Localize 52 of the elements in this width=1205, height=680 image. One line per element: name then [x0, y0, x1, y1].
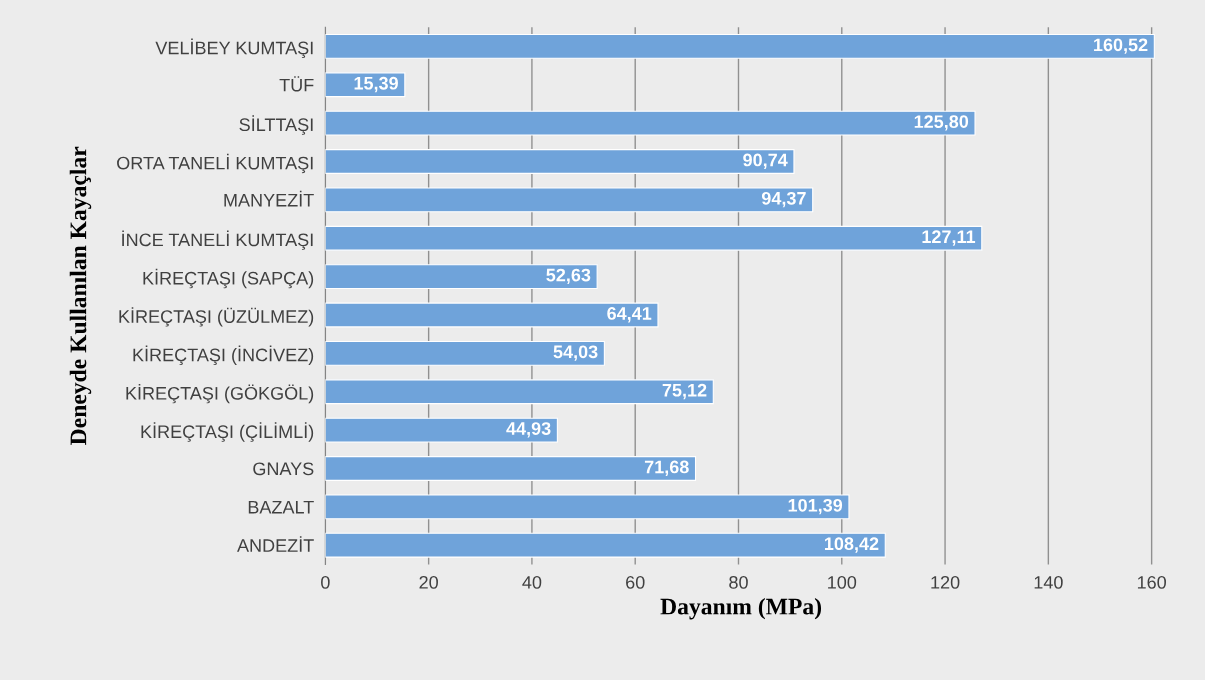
y-tick-label: KİREÇTAŞI (ÇİLİMLİ)	[141, 422, 314, 442]
x-tick-label: 20	[419, 575, 438, 589]
x-tick-label: 100	[828, 575, 857, 589]
x-tick-label: 0	[321, 575, 330, 589]
x-tick-label: 60	[626, 575, 645, 589]
bar	[325, 302, 659, 328]
data-label: 125,80	[914, 115, 969, 131]
y-tick-label: KİREÇTAŞI (SAPÇA)	[143, 268, 314, 289]
bar	[325, 456, 697, 481]
data-label: 54,03	[553, 345, 598, 361]
y-tick-label: GNAYS	[253, 462, 314, 476]
data-label: 71,68	[644, 460, 689, 476]
data-label: 127,11	[922, 230, 976, 246]
data-label: 94,37	[761, 191, 806, 208]
y-tick-label: KİREÇTAŞI (İNCİVEZ)	[133, 345, 314, 365]
data-label: 108,42	[824, 537, 879, 553]
bar	[325, 532, 886, 558]
x-tick-label: 40	[522, 575, 542, 589]
y-tick-label: MANYEZİT	[224, 190, 314, 207]
data-label: 44,93	[506, 422, 551, 438]
y-axis-title: Deneyde Kullanılan Kayaçlar	[69, 146, 92, 445]
bar	[325, 33, 1155, 59]
bar	[325, 149, 795, 174]
y-tick-label: VELİBEY KUMTAŞI	[155, 38, 313, 59]
data-label: 64,41	[607, 307, 652, 323]
data-label: 75,12	[662, 383, 707, 400]
x-tick-label: 120	[931, 575, 960, 589]
bar	[325, 110, 976, 136]
y-tick-label: ANDEZİT	[237, 536, 314, 552]
y-tick-label: SİLTTAŞI	[239, 115, 313, 135]
x-tick-label: 160	[1137, 575, 1166, 589]
y-tick-label: İNCE TANELİ KUMTAŞI	[122, 230, 313, 250]
x-axis-title: Dayanım (MPa)	[660, 597, 822, 620]
bar	[325, 225, 983, 251]
y-tick-label: KİREÇTAŞI (GÖKGÖL)	[126, 383, 314, 404]
data-label: 52,63	[546, 268, 591, 285]
bar	[325, 264, 598, 290]
bar	[325, 417, 558, 443]
y-tick-label: KİREÇTAŞI (ÜZÜLMEZ)	[119, 307, 314, 327]
bar	[325, 379, 714, 405]
y-tick-label: ORTA TANELİ KUMTAŞI	[117, 153, 313, 174]
bar	[325, 494, 850, 520]
x-tick-label: 140	[1034, 575, 1063, 589]
bar	[325, 340, 605, 366]
x-tick-label: 80	[729, 575, 748, 589]
data-label: 90,74	[743, 153, 788, 169]
data-label: 101,39	[788, 498, 843, 515]
data-label: 160,52	[1094, 38, 1148, 54]
y-tick-label: BAZALT	[248, 500, 314, 514]
bar	[325, 187, 814, 213]
y-tick-label: TÜF	[279, 76, 314, 92]
data-label: 15,39	[354, 76, 398, 93]
